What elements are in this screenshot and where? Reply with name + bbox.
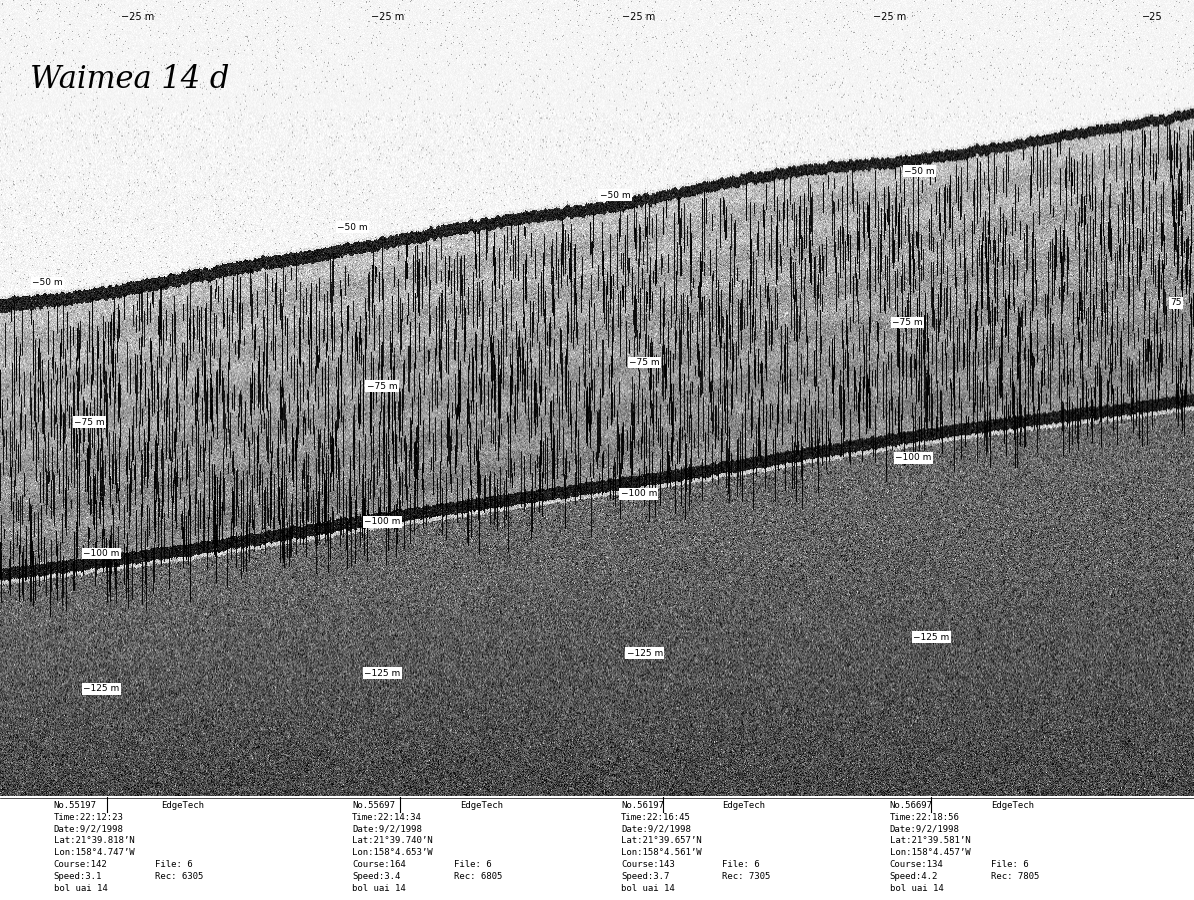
Text: Rec: 7305: Rec: 7305: [722, 872, 771, 881]
Text: Date:9/2/1998: Date:9/2/1998: [621, 824, 691, 833]
Text: −50 m: −50 m: [599, 191, 630, 200]
Text: Speed:3.7: Speed:3.7: [621, 872, 670, 881]
Text: Date:9/2/1998: Date:9/2/1998: [890, 824, 960, 833]
Text: Lat:21°39.818’N: Lat:21°39.818’N: [54, 836, 135, 845]
Text: No.56697: No.56697: [890, 801, 933, 810]
Text: −100 m: −100 m: [896, 454, 931, 463]
Text: −75 m: −75 m: [892, 318, 923, 327]
Text: EdgeTech: EdgeTech: [161, 801, 204, 810]
Text: −25 m: −25 m: [622, 12, 656, 22]
Text: −50 m: −50 m: [337, 222, 368, 231]
Text: Lon:158°4.653’W: Lon:158°4.653’W: [352, 848, 433, 857]
Text: Waimea 14 d: Waimea 14 d: [30, 64, 229, 94]
Text: bol uai 14: bol uai 14: [54, 884, 107, 893]
Text: No.55697: No.55697: [352, 801, 395, 810]
Text: File: 6: File: 6: [155, 860, 193, 869]
Text: −25 m: −25 m: [121, 12, 154, 22]
Text: Time:22:18:56: Time:22:18:56: [890, 813, 960, 822]
Text: File: 6: File: 6: [454, 860, 492, 869]
Text: Time:22:14:34: Time:22:14:34: [352, 813, 423, 822]
Text: Lon:158°4.561’W: Lon:158°4.561’W: [621, 848, 702, 857]
Text: −100 m: −100 m: [84, 549, 119, 558]
Text: File: 6: File: 6: [722, 860, 761, 869]
Text: bol uai 14: bol uai 14: [352, 884, 406, 893]
Text: −25 m: −25 m: [873, 12, 906, 22]
Text: −100 m: −100 m: [364, 518, 400, 526]
Text: −125 m: −125 m: [913, 633, 949, 642]
Text: Rec: 6805: Rec: 6805: [454, 872, 503, 881]
Text: Speed:4.2: Speed:4.2: [890, 872, 938, 881]
Text: EdgeTech: EdgeTech: [722, 801, 765, 810]
Text: No.55197: No.55197: [54, 801, 97, 810]
Text: Course:134: Course:134: [890, 860, 943, 869]
Text: Speed:3.1: Speed:3.1: [54, 872, 103, 881]
Text: Lon:158°4.457’W: Lon:158°4.457’W: [890, 848, 971, 857]
Text: Time:22:16:45: Time:22:16:45: [621, 813, 691, 822]
Text: −50 m: −50 m: [904, 166, 935, 176]
Text: −75 m: −75 m: [74, 418, 105, 427]
Text: −75 m: −75 m: [367, 382, 398, 391]
Text: Speed:3.4: Speed:3.4: [352, 872, 401, 881]
Text: EdgeTech: EdgeTech: [991, 801, 1034, 810]
Text: EdgeTech: EdgeTech: [460, 801, 503, 810]
Text: Lat:21°39.740’N: Lat:21°39.740’N: [352, 836, 433, 845]
Text: 75: 75: [1170, 298, 1182, 307]
Text: Rec: 6305: Rec: 6305: [155, 872, 204, 881]
Text: −25: −25: [1141, 12, 1163, 22]
Text: Date:9/2/1998: Date:9/2/1998: [54, 824, 124, 833]
Text: No.56197: No.56197: [621, 801, 664, 810]
Text: bol uai 14: bol uai 14: [621, 884, 675, 893]
Text: Date:9/2/1998: Date:9/2/1998: [352, 824, 423, 833]
Text: File: 6: File: 6: [991, 860, 1029, 869]
Text: −125 m: −125 m: [84, 685, 119, 694]
Text: Rec: 7805: Rec: 7805: [991, 872, 1040, 881]
Text: Lon:158°4.747’W: Lon:158°4.747’W: [54, 848, 135, 857]
Text: Course:142: Course:142: [54, 860, 107, 869]
Text: −125 m: −125 m: [627, 649, 663, 658]
Text: −50 m: −50 m: [32, 278, 63, 287]
Text: −125 m: −125 m: [364, 669, 400, 678]
Text: bol uai 14: bol uai 14: [890, 884, 943, 893]
Text: Lat:21°39.657’N: Lat:21°39.657’N: [621, 836, 702, 845]
Text: Lat:21°39.581’N: Lat:21°39.581’N: [890, 836, 971, 845]
Text: −75 m: −75 m: [629, 358, 660, 367]
Text: Time:22:12:23: Time:22:12:23: [54, 813, 124, 822]
Text: Course:143: Course:143: [621, 860, 675, 869]
Text: −25 m: −25 m: [371, 12, 405, 22]
Text: −100 m: −100 m: [621, 490, 657, 499]
Text: Course:164: Course:164: [352, 860, 406, 869]
